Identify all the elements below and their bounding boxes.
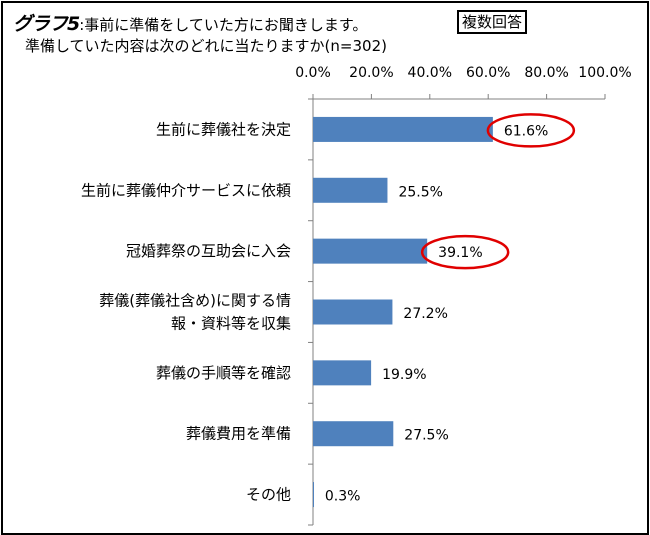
bar xyxy=(313,482,314,508)
multiple-answer-badge: 複数回答 xyxy=(457,10,528,34)
data-label: 27.5% xyxy=(404,428,448,444)
category-label: その他 xyxy=(246,486,291,504)
category-label: 葬儀費用を準備 xyxy=(186,425,291,443)
category-label: 生前に葬儀仲介サービスに依頼 xyxy=(81,181,291,199)
x-tick-label: 60.0% xyxy=(466,65,510,81)
x-tick-label: 0.0% xyxy=(295,65,331,81)
bar xyxy=(313,421,394,447)
category-label: 冠婚葬祭の互助会に入会 xyxy=(126,242,291,260)
chart-title-main: グラフ5 xyxy=(13,13,80,35)
chart-subtitle: 準備していた内容は次のどれに当たりますか(n=302) xyxy=(25,37,387,55)
chart-title: グラフ5:事前に準備をしていた方にお聞きします。 xyxy=(13,9,367,36)
highlight-ellipse xyxy=(420,234,510,270)
bar xyxy=(313,177,388,203)
data-label: 0.3% xyxy=(325,489,361,505)
data-label: 27.2% xyxy=(403,306,447,322)
chart-title-text: :事前に準備をしていた方にお聞きします。 xyxy=(79,16,368,34)
data-label: 39.1% xyxy=(438,245,482,261)
bar xyxy=(313,360,372,386)
x-tick-label: 20.0% xyxy=(349,65,393,81)
x-tick-label: 100.0% xyxy=(578,65,631,81)
bar xyxy=(313,238,428,264)
category-label: 葬儀の手順等を確認 xyxy=(156,364,291,382)
data-label: 19.9% xyxy=(382,367,426,383)
bar xyxy=(313,116,493,142)
category-label: 生前に葬儀社を決定 xyxy=(156,120,291,138)
category-label: 報・資料等を収集 xyxy=(171,315,291,333)
data-label: 25.5% xyxy=(398,184,442,200)
bar xyxy=(313,299,393,325)
x-tick-label: 40.0% xyxy=(408,65,452,81)
data-label: 61.6% xyxy=(504,123,548,139)
highlight-ellipse xyxy=(486,113,576,148)
x-tick-label: 80.0% xyxy=(524,65,568,81)
category-label: 葬儀(葬儀社含め)に関する情 xyxy=(99,292,291,310)
